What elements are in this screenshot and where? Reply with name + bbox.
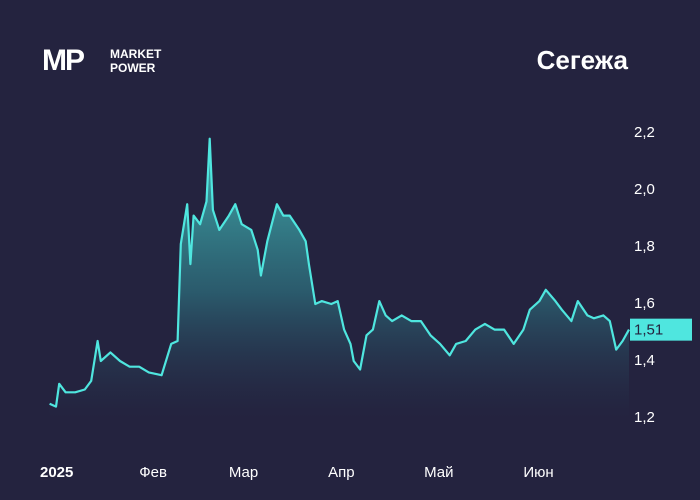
logo-text: MARKET	[110, 47, 162, 61]
x-tick-label: Мар	[229, 464, 258, 481]
last-price-box	[630, 318, 692, 341]
y-tick-label: 2,2	[634, 124, 655, 141]
last-price-label: 1,51	[634, 322, 663, 339]
y-tick-label: 1,4	[634, 352, 655, 369]
y-tick-label: 1,2	[634, 409, 655, 426]
x-tick-label: Фев	[139, 464, 167, 481]
x-tick-label: 2025	[40, 464, 73, 481]
x-tick-label: Апр	[328, 464, 354, 481]
line	[49, 137, 630, 408]
y-tick-label: 1,6	[634, 295, 655, 312]
area	[49, 138, 630, 418]
logo: MP	[42, 44, 84, 77]
chart-title: Сегежа	[537, 45, 629, 75]
logo-text: POWER	[110, 61, 156, 75]
x-tick-label: Май	[424, 464, 453, 481]
x-tick-label: Июн	[523, 464, 553, 481]
y-tick-label: 1,8	[634, 238, 655, 255]
y-tick-label: 2,0	[634, 181, 655, 198]
